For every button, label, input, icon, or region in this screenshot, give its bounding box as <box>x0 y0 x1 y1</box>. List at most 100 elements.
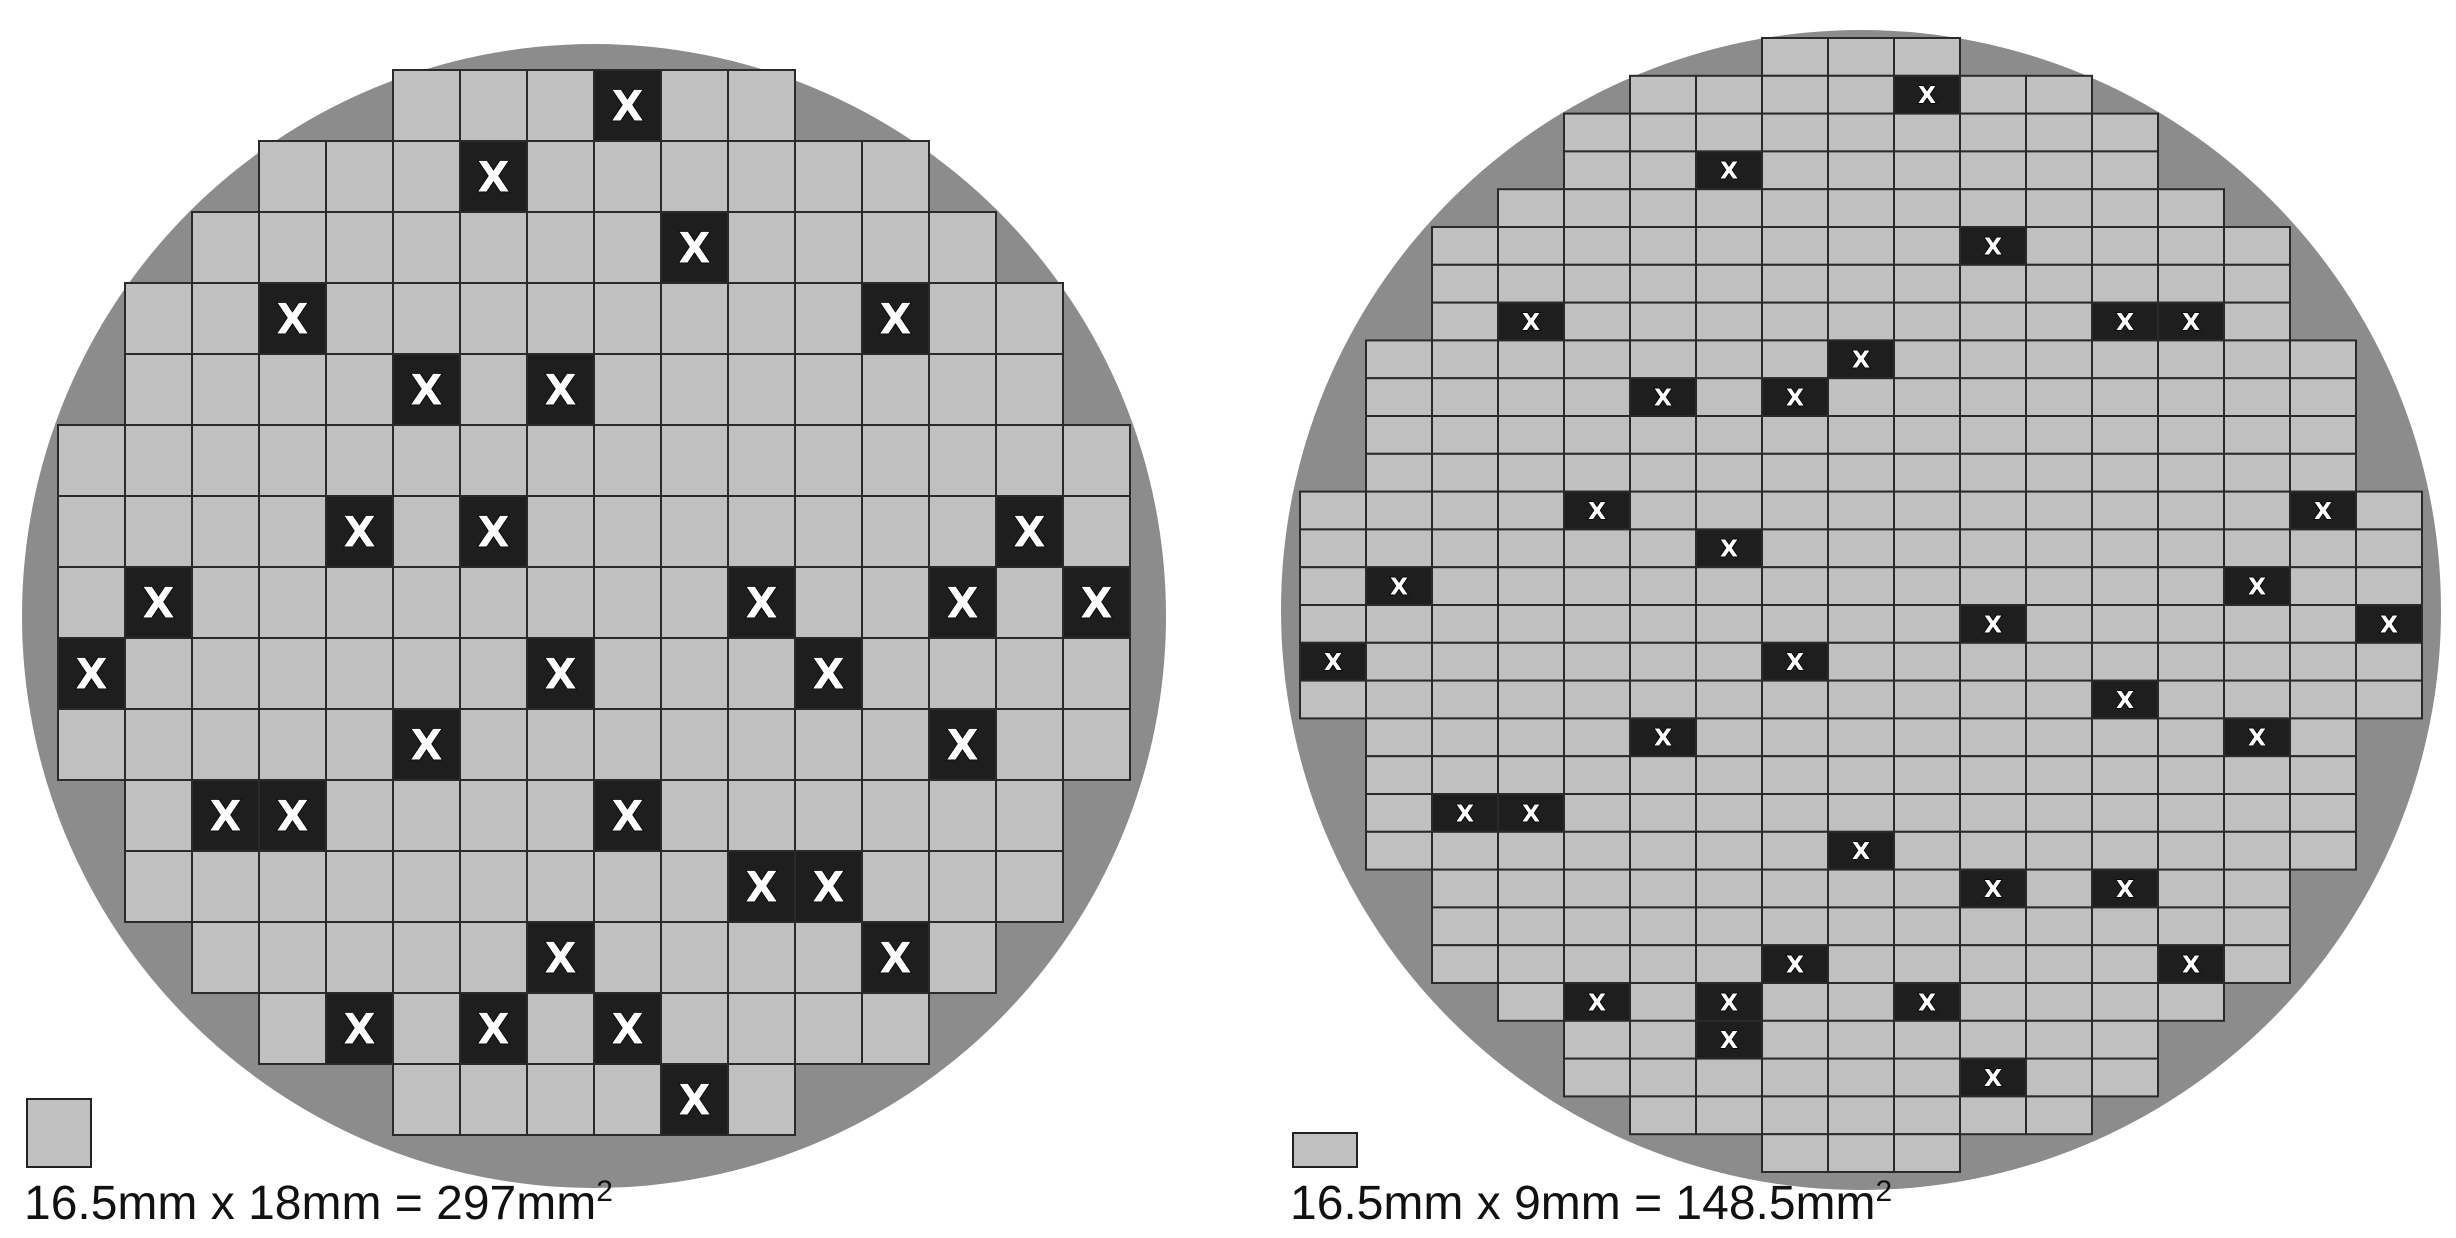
good-die <box>1695 301 1763 342</box>
good-die <box>2025 717 2093 758</box>
good-die <box>2157 339 2225 380</box>
good-die <box>1299 604 1367 644</box>
good-die <box>1959 906 2027 947</box>
good-die <box>2091 112 2159 153</box>
good-die <box>1893 641 1961 682</box>
good-die <box>1695 830 1763 871</box>
defect-marker: X <box>745 578 777 627</box>
good-die <box>1431 755 1499 796</box>
good-die <box>794 282 863 355</box>
defect-marker: X <box>946 720 978 769</box>
good-die <box>2223 679 2291 720</box>
good-die <box>2355 566 2423 607</box>
defect-marker: X <box>1720 1026 1738 1054</box>
good-die <box>1761 74 1829 115</box>
good-die <box>1893 188 1961 228</box>
defective-die <box>660 1063 729 1136</box>
good-die <box>2157 188 2225 228</box>
good-die <box>1629 906 1697 947</box>
good-die <box>1629 150 1697 191</box>
good-die <box>1695 339 1763 380</box>
good-die <box>1761 793 1829 833</box>
defective-die <box>593 992 662 1065</box>
good-die <box>1761 226 1829 266</box>
good-die <box>1497 339 1565 380</box>
good-die <box>459 708 528 781</box>
good-die <box>526 850 595 923</box>
defect-marker: X <box>1720 535 1738 563</box>
good-die <box>1497 982 1565 1022</box>
good-die <box>1827 452 1895 493</box>
good-die <box>660 140 729 213</box>
good-die <box>1827 490 1895 531</box>
good-die <box>1563 793 1631 833</box>
good-die <box>1629 604 1697 644</box>
good-die <box>2355 490 2423 531</box>
defective-die <box>1062 566 1131 639</box>
good-die <box>392 566 461 639</box>
good-die <box>2223 641 2291 682</box>
good-die <box>995 708 1064 781</box>
good-die <box>392 992 461 1065</box>
good-die <box>1365 793 1433 833</box>
good-die <box>1563 377 1631 418</box>
good-die <box>392 69 461 142</box>
good-die <box>2025 755 2093 796</box>
good-die <box>325 850 394 923</box>
good-die <box>861 637 930 710</box>
good-die <box>2025 301 2093 342</box>
good-die <box>2157 452 2225 493</box>
defect-marker: X <box>2116 308 2134 336</box>
good-die <box>1761 1019 1829 1060</box>
good-die <box>392 779 461 852</box>
good-die <box>1893 868 1961 909</box>
good-die <box>1062 495 1131 568</box>
good-die <box>2223 604 2291 644</box>
good-die <box>1827 755 1895 796</box>
good-die <box>325 353 394 426</box>
defective-die <box>325 495 394 568</box>
good-die <box>660 69 729 142</box>
defective-die <box>1959 1057 2027 1098</box>
good-die <box>593 282 662 355</box>
good-die <box>2289 604 2357 644</box>
good-die <box>2157 755 2225 796</box>
good-die <box>794 992 863 1065</box>
good-die <box>2025 793 2093 833</box>
defect-marker: X <box>1588 988 1606 1016</box>
good-die <box>1629 679 1697 720</box>
good-die <box>2223 377 2291 418</box>
good-die <box>1827 906 1895 947</box>
good-die <box>2289 830 2357 871</box>
defect-marker: X <box>1654 384 1672 412</box>
good-die <box>2157 490 2225 531</box>
good-die <box>1827 263 1895 304</box>
defect-marker: X <box>1324 648 1342 676</box>
good-die <box>1893 1133 1961 1173</box>
good-die <box>2223 452 2291 493</box>
good-die <box>727 140 796 213</box>
good-die <box>1761 1095 1829 1136</box>
good-die <box>1761 112 1829 153</box>
good-die <box>1761 528 1829 569</box>
good-die <box>526 566 595 639</box>
good-die <box>191 708 260 781</box>
good-die <box>1893 830 1961 871</box>
good-die <box>1431 490 1499 531</box>
good-die <box>1761 37 1829 77</box>
good-die <box>392 1063 461 1136</box>
good-die <box>1497 188 1565 228</box>
good-die <box>1959 339 2027 380</box>
good-die <box>1959 641 2027 682</box>
good-die <box>1761 830 1829 871</box>
good-die <box>1761 150 1829 191</box>
good-die <box>1695 566 1763 607</box>
good-die <box>392 282 461 355</box>
good-die <box>325 779 394 852</box>
good-die <box>1893 679 1961 720</box>
good-die <box>1827 604 1895 644</box>
good-die <box>1893 37 1961 77</box>
defect-marker: X <box>2314 497 2332 525</box>
good-die <box>2157 793 2225 833</box>
good-die <box>794 424 863 497</box>
